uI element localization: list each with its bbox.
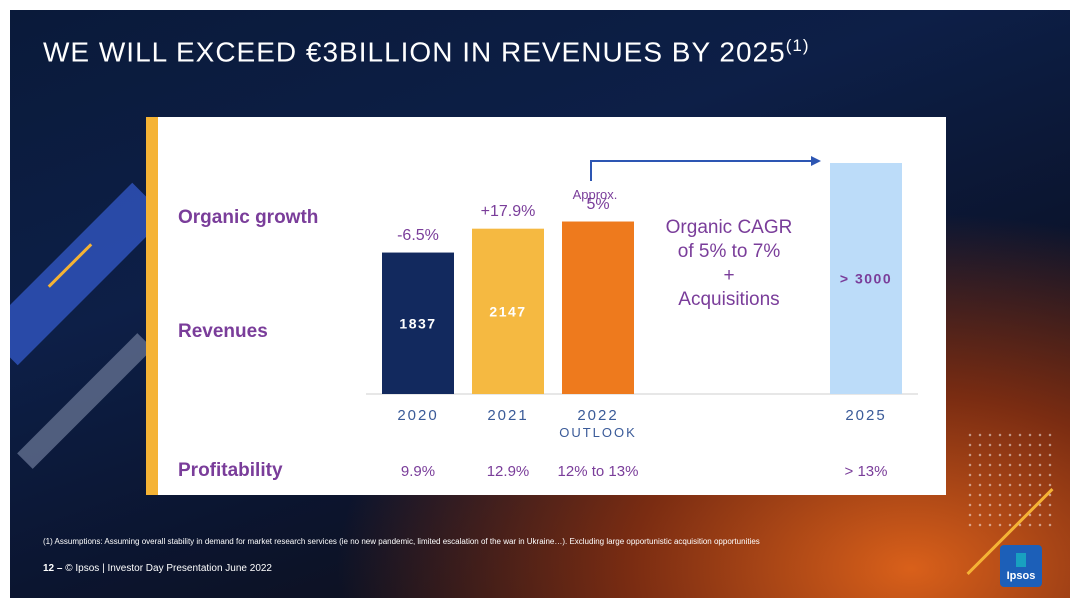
profitability-2022: 12% to 13% xyxy=(557,463,639,480)
page-number: 12 – xyxy=(43,563,63,574)
organic-growth-2021: +17.9% xyxy=(480,202,536,220)
organic-growth-2022: 5% xyxy=(586,195,610,213)
chart-panel: Organic growth Revenues Profitability 18… xyxy=(146,117,946,495)
cagr-arrowhead xyxy=(811,156,821,166)
title-footnote-marker: (1) xyxy=(785,36,810,55)
footer-text: © Ipsos | Investor Day Presentation June… xyxy=(65,563,272,574)
cagr-line-2: of 5% to 7% xyxy=(677,241,781,262)
profitability-2025: > 13% xyxy=(844,463,888,480)
profitability-label: Profitability xyxy=(178,460,283,481)
logo-mark xyxy=(1016,553,1026,567)
cagr-line-4: Acquisitions xyxy=(678,289,780,310)
value-label-2021: 2147 xyxy=(489,303,526,319)
logo-text: Ipsos xyxy=(1006,570,1036,582)
organic-growth-2020: -6.5% xyxy=(397,226,439,244)
profitability-2021: 12.9% xyxy=(486,463,530,480)
bar-2020 xyxy=(382,252,454,394)
organic-growth-label: Organic growth xyxy=(178,207,319,228)
year-label-2022: 2022 xyxy=(577,407,619,424)
outlook-label: OUTLOOK xyxy=(559,425,637,440)
title-text: WE WILL EXCEED €3BILLION IN REVENUES BY … xyxy=(43,36,786,68)
ipsos-logo: Ipsos xyxy=(1000,545,1042,587)
footer: 12 – © Ipsos | Investor Day Presentation… xyxy=(43,563,272,574)
cagr-line-3: + xyxy=(723,265,735,286)
value-label-2020: 1837 xyxy=(399,315,436,331)
decor-stripe-grey xyxy=(17,333,153,469)
page-title: WE WILL EXCEED €3BILLION IN REVENUES BY … xyxy=(43,36,810,68)
year-label-2021: 2021 xyxy=(487,407,529,424)
panel-accent-bar xyxy=(146,117,158,495)
cagr-note: Organic CAGR of 5% to 7% + Acquisitions xyxy=(644,216,814,312)
cagr-arrow xyxy=(590,160,811,181)
revenue-chart: 1837 2147 > 3000 xyxy=(366,156,918,395)
year-label-2020: 2020 xyxy=(397,407,439,424)
cagr-line-1: Organic CAGR xyxy=(665,217,793,238)
bar-2025 xyxy=(830,163,902,394)
bar-2021 xyxy=(472,228,544,394)
value-label-2025: > 3000 xyxy=(840,271,892,287)
approx-label: Approx. xyxy=(572,187,618,202)
year-label-2025: 2025 xyxy=(845,407,887,424)
decor-dot-grid xyxy=(965,430,1055,530)
profitability-2020: 9.9% xyxy=(400,463,436,480)
slide: WE WILL EXCEED €3BILLION IN REVENUES BY … xyxy=(10,10,1070,598)
revenues-label: Revenues xyxy=(178,321,268,342)
footnote: (1) Assumptions: Assuming overall stabil… xyxy=(43,537,760,546)
bar-2022 xyxy=(562,221,634,394)
